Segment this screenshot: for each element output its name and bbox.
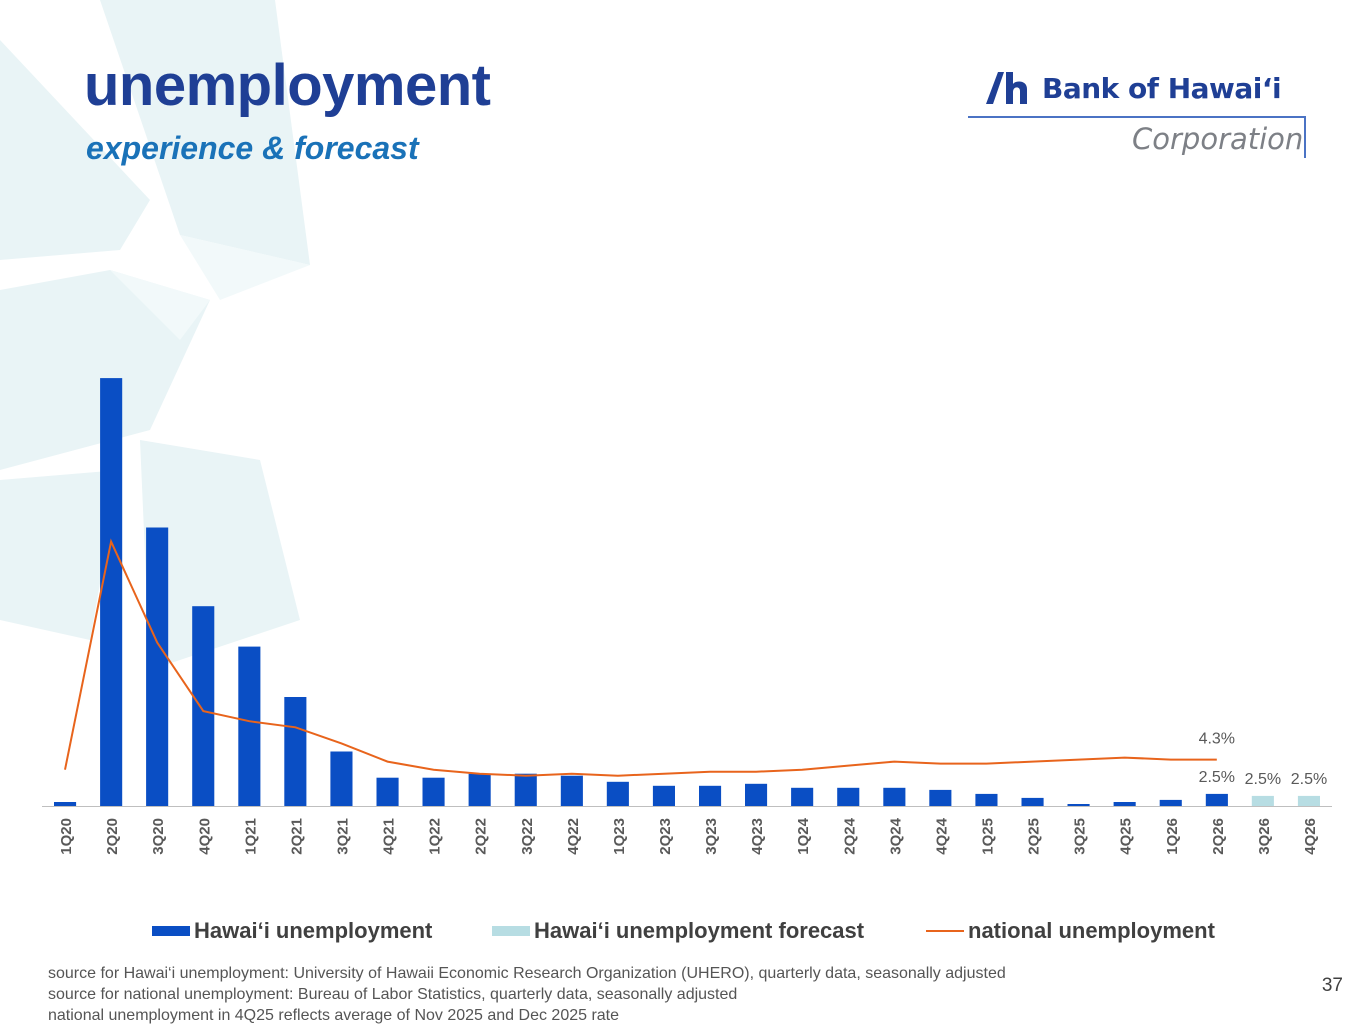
x-tick-labels: 1Q20 2Q20 3Q20 4Q20 1Q21 2Q21 3Q21 4Q21 1Q22 2Q22…	[58, 817, 1319, 854]
bar-hawaii-unemployment	[1160, 800, 1182, 806]
source-note: national unemployment in 4Q25 reflects a…	[48, 1005, 1006, 1026]
x-tick-label: 2Q26	[1210, 818, 1227, 855]
legend-label-national: national unemployment	[968, 918, 1215, 944]
x-tick-label: 2Q24	[841, 817, 858, 854]
national-line-layer	[65, 542, 1217, 776]
x-tick-label: 3Q22	[519, 818, 536, 855]
source-note: source for Hawai‘i unemployment: Univers…	[48, 963, 1006, 984]
source-notes: source for Hawai‘i unemployment: Univers…	[48, 963, 1006, 1026]
x-tick-label: 1Q22	[427, 818, 444, 855]
bar-hawaii-unemployment	[929, 790, 951, 806]
bar-hawaii-unemployment	[883, 788, 905, 806]
data-label: 2.5%	[1291, 771, 1327, 788]
x-tick-label: 1Q25	[980, 818, 997, 855]
bar-hawaii-unemployment	[699, 786, 721, 806]
bar-hawaii-unemployment	[607, 782, 629, 806]
bar-hawaii-unemployment	[1068, 804, 1090, 806]
x-tick-label: 1Q26	[1164, 818, 1181, 855]
x-tick-label: 1Q21	[242, 818, 259, 855]
bar-hawaii-unemployment	[377, 778, 399, 806]
bar-hawaii-unemployment	[791, 788, 813, 806]
source-note: source for national unemployment: Bureau…	[48, 984, 1006, 1005]
data-label: 4.3%	[1199, 731, 1235, 748]
legend-swatch-forecast	[492, 926, 530, 936]
bar-hawaii-unemployment	[146, 528, 168, 807]
legend-label-forecast: Hawai‘i unemployment forecast	[534, 918, 864, 944]
bar-hawaii-unemployment	[1022, 798, 1044, 806]
bar-hawaii-forecast	[1298, 796, 1320, 806]
x-tick-label: 3Q20	[150, 818, 167, 855]
x-tick-label: 4Q25	[1118, 818, 1135, 855]
unemployment-chart: 1Q20 2Q20 3Q20 4Q20 1Q21 2Q21 3Q21 4Q21 1Q22 2Q22…	[0, 300, 1365, 880]
x-tick-label: 4Q23	[749, 818, 766, 855]
bar-hawaii-unemployment	[1114, 802, 1136, 806]
x-tick-label: 3Q26	[1256, 818, 1273, 855]
x-tick-label: 1Q24	[795, 817, 812, 854]
chart-legend: Hawai‘i unemployment Hawai‘i unemploymen…	[0, 918, 1365, 954]
bank-of-hawaii-mark-icon	[984, 68, 1030, 108]
legend-label-hawaii: Hawai‘i unemployment	[194, 918, 432, 944]
legend-item-forecast: Hawai‘i unemployment forecast	[492, 918, 864, 944]
x-tick-label: 3Q25	[1072, 818, 1089, 855]
x-tick-label: 1Q20	[58, 818, 75, 855]
page-number: 37	[1322, 975, 1343, 997]
logo-divider	[968, 116, 1306, 118]
bar-hawaii-unemployment	[1206, 794, 1228, 806]
x-tick-label: 4Q22	[565, 818, 582, 855]
legend-swatch-national	[926, 930, 964, 932]
x-tick-label: 3Q24	[887, 817, 904, 854]
bar-hawaii-unemployment	[975, 794, 997, 806]
bar-hawaii-unemployment	[423, 778, 445, 806]
legend-item-hawaii: Hawai‘i unemployment	[152, 918, 432, 944]
bar-hawaii-unemployment	[238, 647, 260, 806]
x-tick-label: 2Q22	[473, 818, 490, 855]
x-tick-label: 1Q23	[611, 818, 628, 855]
logo-divider-vertical	[1304, 116, 1306, 158]
logo-wordmark: Bank of Hawai‘i	[1042, 72, 1281, 105]
legend-item-national: national unemployment	[926, 918, 1215, 944]
bar-hawaii-unemployment	[561, 776, 583, 806]
bars-layer	[54, 378, 1320, 806]
x-tick-label: 3Q21	[335, 818, 352, 855]
data-label: 2.5%	[1245, 771, 1281, 788]
x-tick-label: 4Q21	[381, 818, 398, 855]
bar-hawaii-unemployment	[284, 697, 306, 806]
data-label: 2.5%	[1199, 769, 1235, 786]
page-title: unemployment	[84, 52, 491, 119]
x-tick-label: 2Q25	[1026, 818, 1043, 855]
x-tick-label: 2Q23	[657, 818, 674, 855]
page-subtitle: experience & forecast	[86, 130, 419, 167]
bar-hawaii-forecast	[1252, 796, 1274, 806]
bar-hawaii-unemployment	[837, 788, 859, 806]
x-tick-label: 2Q21	[288, 818, 305, 855]
bar-hawaii-unemployment	[515, 774, 537, 806]
x-tick-label: 3Q23	[703, 818, 720, 855]
x-tick-label: 4Q20	[196, 818, 213, 855]
x-tick-label: 2Q20	[104, 818, 121, 855]
x-tick-label: 4Q26	[1302, 818, 1319, 855]
data-labels: 4.3% 2.5% 2.5% 2.5%	[1199, 731, 1328, 788]
bar-hawaii-unemployment	[653, 786, 675, 806]
company-logo: Bank of Hawai‘i Corporation	[968, 64, 1308, 160]
bar-hawaii-unemployment	[745, 784, 767, 806]
bar-hawaii-unemployment	[54, 802, 76, 806]
x-tick-label: 4Q24	[933, 817, 950, 854]
bar-hawaii-unemployment	[100, 378, 122, 806]
bar-hawaii-unemployment	[330, 752, 352, 807]
national-unemployment-line	[65, 542, 1217, 776]
logo-subtitle: Corporation	[1132, 122, 1303, 156]
bar-hawaii-unemployment	[469, 774, 491, 806]
bar-hawaii-unemployment	[192, 606, 214, 806]
legend-swatch-hawaii	[152, 926, 190, 936]
